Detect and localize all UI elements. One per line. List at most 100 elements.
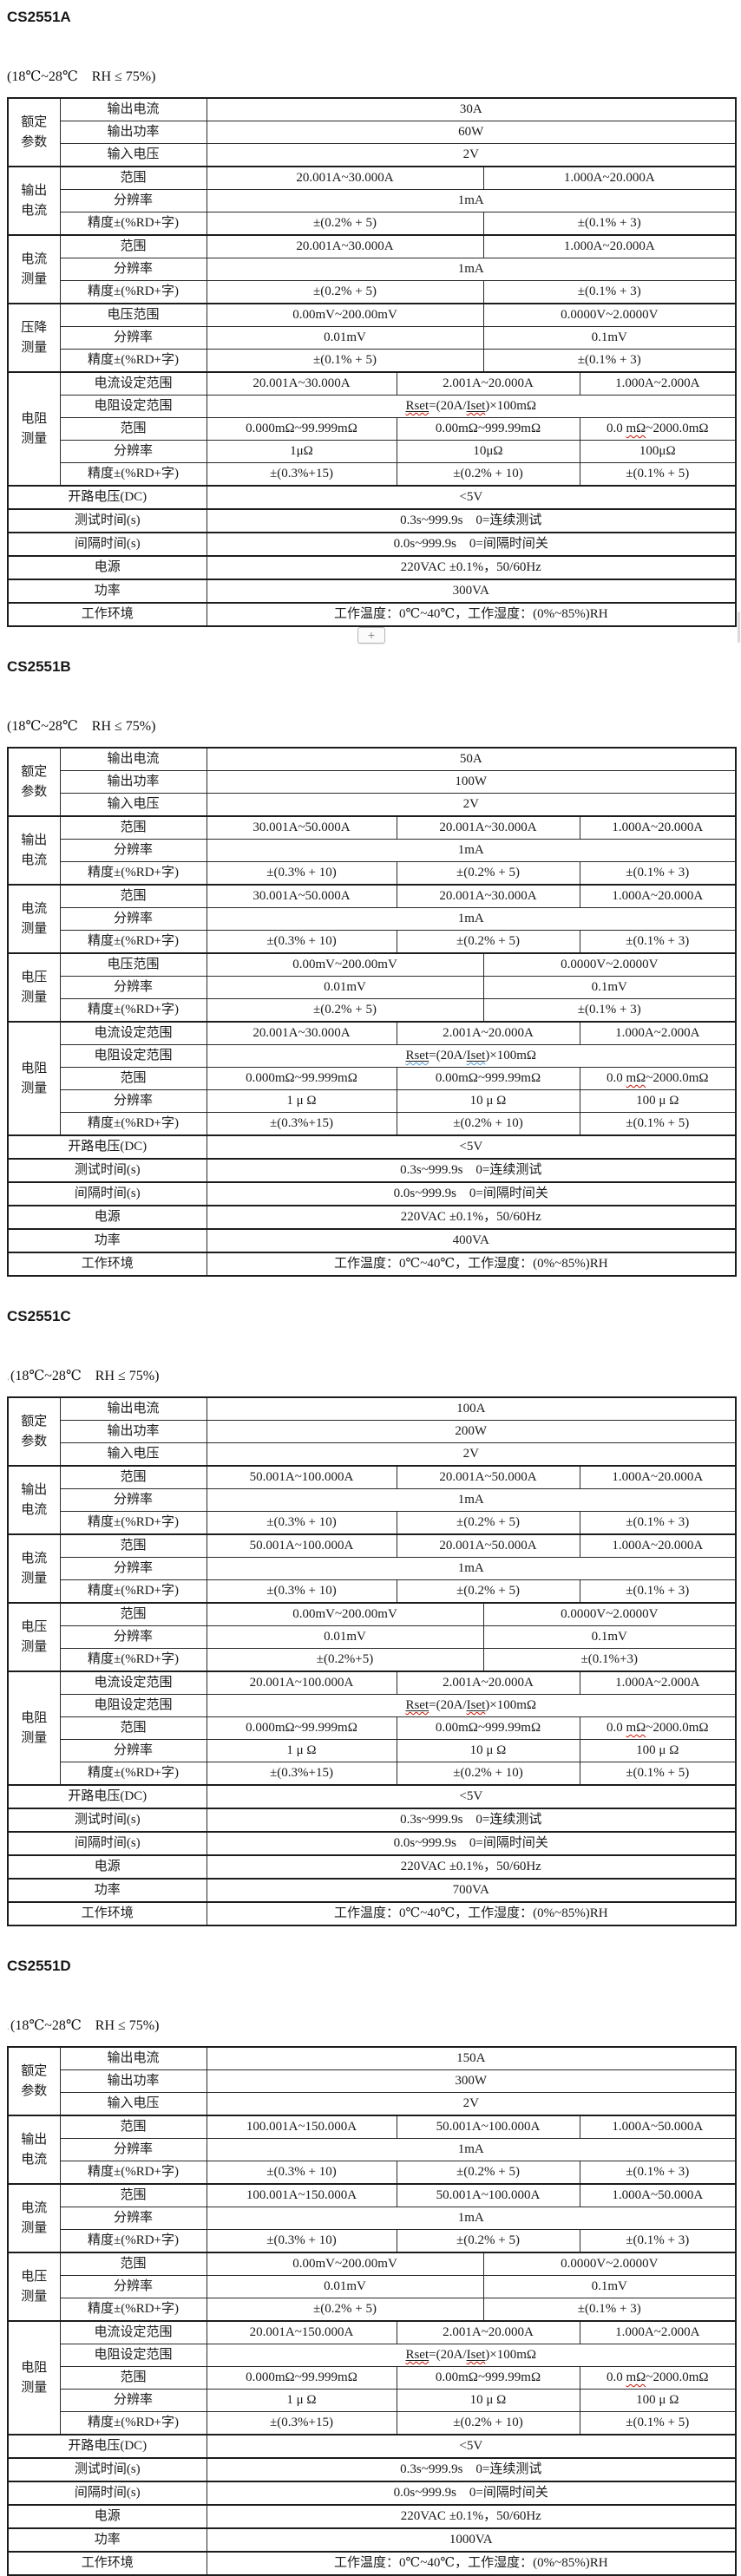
resistance-accuracy-value: ±(0.2% + 10) (396, 462, 580, 487)
resistance-accuracy-value: ±(0.2% + 10) (396, 1112, 580, 1136)
accuracies-value: ±(0.1% + 3) (482, 212, 737, 236)
accuracies-value: ±(0.2% + 5) (396, 1511, 580, 1535)
spec-table-C: 额定参数 输出电流 100A 输出功率 200W 输入电压 2V 输出电流 范围 50.001A~… (7, 1396, 738, 1926)
spec-section-C: CS2551C .(18℃~28℃ RH ≤ 75%) 额定参数 输出电流 100A 输出… (7, 1308, 741, 1926)
set_ranges-value: 2.001A~20.000A (396, 1670, 580, 1695)
set_ranges-value: 1.000A~2.000A (579, 371, 737, 396)
formula-iset: Iset (466, 1048, 486, 1062)
power-supply-label: 电源 (7, 555, 207, 580)
row-label: 范围 (59, 166, 207, 190)
group-resistance: 电阻测量 (7, 1670, 61, 1786)
group-rated-label: 额定参数 (21, 1415, 48, 1448)
table-row: 精度±(%RD+字) ±(0.3%+15) ±(0.2% + 10) ±(0.1% +… (8, 1762, 737, 1786)
resolutions-value: 10 μ Ω (396, 2389, 580, 2412)
set_ranges-value: 1.000A~2.000A (579, 1021, 737, 1045)
resolutions-value: 0.1mV (482, 976, 737, 999)
rated-value: 50A (206, 747, 737, 771)
insert-table-plus-button[interactable]: + (357, 627, 385, 644)
range3-wavy: mΩ (626, 1720, 646, 1735)
table-row: 精度±(%RD+字) ±(0.2% + 5) ±(0.1% + 3) (8, 280, 737, 304)
group-rated: 额定参数 (7, 97, 61, 167)
group-voltage-measure: 压降测量 (7, 303, 61, 373)
row-label: 范围 (59, 1602, 207, 1626)
set_ranges-value: 2.001A~20.000A (396, 1021, 580, 1045)
row-label: 范围 (59, 2366, 207, 2390)
formula-mid: =(20A/ (429, 1697, 467, 1712)
group-rated-label: 额定参数 (21, 2064, 48, 2098)
group-current-measure: 电流测量 (7, 1533, 61, 1604)
row-label: 范围 (59, 1533, 207, 1558)
formula-mid: =(20A/ (429, 1048, 467, 1062)
ranges-value: 1.000A~20.000A (579, 815, 737, 840)
table-row: 测试时间(s) 0.3s~999.9s 0=连续测试 (7, 1158, 737, 1183)
environment-label: 工作环境 (7, 602, 207, 627)
formula-post: )×100mΩ (485, 1697, 537, 1712)
table-row: 输出功率 200W (8, 1420, 737, 1443)
power-supply-label: 电源 (7, 2504, 207, 2529)
test-time-value: 0.3s~999.9s 0=连续测试 (206, 508, 737, 533)
group-resistance: 电阻测量 (7, 371, 61, 487)
table-row: 功率 400VA (7, 1228, 737, 1253)
accuracies-value: ±(0.1% + 3) (579, 2161, 737, 2185)
accuracies-value: ±(0.1% + 5) (206, 349, 484, 373)
table-row: 测试时间(s) 0.3s~999.9s 0=连续测试 (7, 2457, 737, 2482)
table-row: 精度±(%RD+字) ±(0.3%+15) ±(0.2% + 10) ±(0.1% +… (8, 2411, 737, 2435)
accuracies-value: ±(0.3% + 10) (206, 930, 397, 954)
table-row: 输出电流 范围 20.001A~30.000A 1.000A~20.000A (7, 166, 737, 236)
environment-label: 工作环境 (7, 1252, 207, 1277)
resistance-formula: Rset=(20A/Iset)×100mΩ (206, 1694, 737, 1717)
formula-post: )×100mΩ (485, 2347, 537, 2362)
table-row: 分辨率 1mA (8, 1557, 737, 1580)
row-label: 输出功率 (59, 2069, 207, 2093)
rated-value: 100W (206, 770, 737, 794)
power-rating-value: 400VA (206, 1228, 737, 1253)
accuracies-value: ±(0.1% + 3) (579, 1579, 737, 1604)
resistance-accuracy-value: ±(0.2% + 10) (396, 1762, 580, 1786)
resistance-accuracy-value: ±(0.3%+15) (206, 1112, 397, 1136)
table-row: 精度±(%RD+字) ±(0.1% + 5) ±(0.1% + 3) (8, 349, 737, 373)
table-row: 分辨率 1 μ Ω 10 μ Ω 100 μ Ω (8, 1089, 737, 1113)
section-subtitle-C: .(18℃~28℃ RH ≤ 75%) (7, 1363, 741, 1384)
table-row: 压降测量 电压范围 0.00mV~200.00mV 0.0000V~2.0000V (7, 303, 737, 373)
ranges-value: 20.001A~50.000A (396, 1465, 580, 1489)
row-label: 电阻设定范围 (59, 1044, 207, 1068)
table-row: 输入电压 2V (8, 793, 737, 817)
range3-a: 0.0 (607, 421, 626, 435)
accuracies-value: ±(0.1% + 3) (579, 861, 737, 886)
accuracies-value: ±(0.1% + 3) (482, 349, 737, 373)
ranges-value: 100.001A~150.000A (206, 2183, 397, 2207)
formula-post: )×100mΩ (485, 1048, 537, 1062)
set_ranges-value: 2.001A~20.000A (396, 2320, 580, 2344)
group-voltage-measure-label: 电压测量 (21, 971, 48, 1004)
ranges-value: 1.000A~50.000A (579, 2115, 737, 2139)
paragraph-mark: . (7, 1370, 10, 1383)
ranges-value: 0.00mV~200.00mV (206, 1602, 484, 1626)
row-label: 范围 (59, 2252, 207, 2276)
resolutions-value: 1 μ Ω (206, 1739, 397, 1762)
power-supply-value: 220VAC ±0.1%，50/60Hz (206, 2504, 737, 2529)
table-row: 精度±(%RD+字) ±(0.3% + 10) ±(0.2% + 5) ±(0.1% … (8, 930, 737, 954)
accuracies-value: ±(0.1% + 3) (579, 1511, 737, 1535)
resolutions-value: 0.1mV (482, 326, 737, 350)
accuracies-value: ±(0.2% + 5) (206, 998, 484, 1023)
table-row: 分辨率 1 μ Ω 10 μ Ω 100 μ Ω (8, 2389, 737, 2412)
table-row: 电源 220VAC ±0.1%，50/60Hz (7, 1854, 737, 1880)
formula-rset: Rset (405, 2347, 430, 2362)
range3-b: ~2000.0mΩ (646, 421, 709, 435)
ranges-value: 0.0000V~2.0000V (482, 952, 737, 977)
test-time-label: 测试时间(s) (7, 2457, 207, 2482)
accuracies-value: ±(0.3% + 10) (206, 1579, 397, 1604)
table-row: 输出电流 范围 100.001A~150.000A 50.001A~100.000A 1… (7, 2115, 737, 2185)
row-label: 精度±(%RD+字) (59, 1648, 207, 1672)
current_measure-resolution: 1mA (206, 1557, 737, 1580)
test-time-value: 0.3s~999.9s 0=连续测试 (206, 2457, 737, 2482)
group-output-current: 输出电流 (7, 2115, 61, 2185)
ranges-value: 1.000A~20.000A (579, 1533, 737, 1558)
formula-mid: =(20A/ (429, 398, 467, 413)
row-label: 输入电压 (59, 143, 207, 167)
table-row: 输入电压 2V (8, 2092, 737, 2116)
table-row: 输出电流 范围 50.001A~100.000A 20.001A~50.000A 1.0… (7, 1465, 737, 1535)
ranges-value: 50.001A~100.000A (206, 1533, 397, 1558)
range3-wavy: mΩ (626, 421, 646, 435)
row-label: 范围 (59, 884, 207, 908)
